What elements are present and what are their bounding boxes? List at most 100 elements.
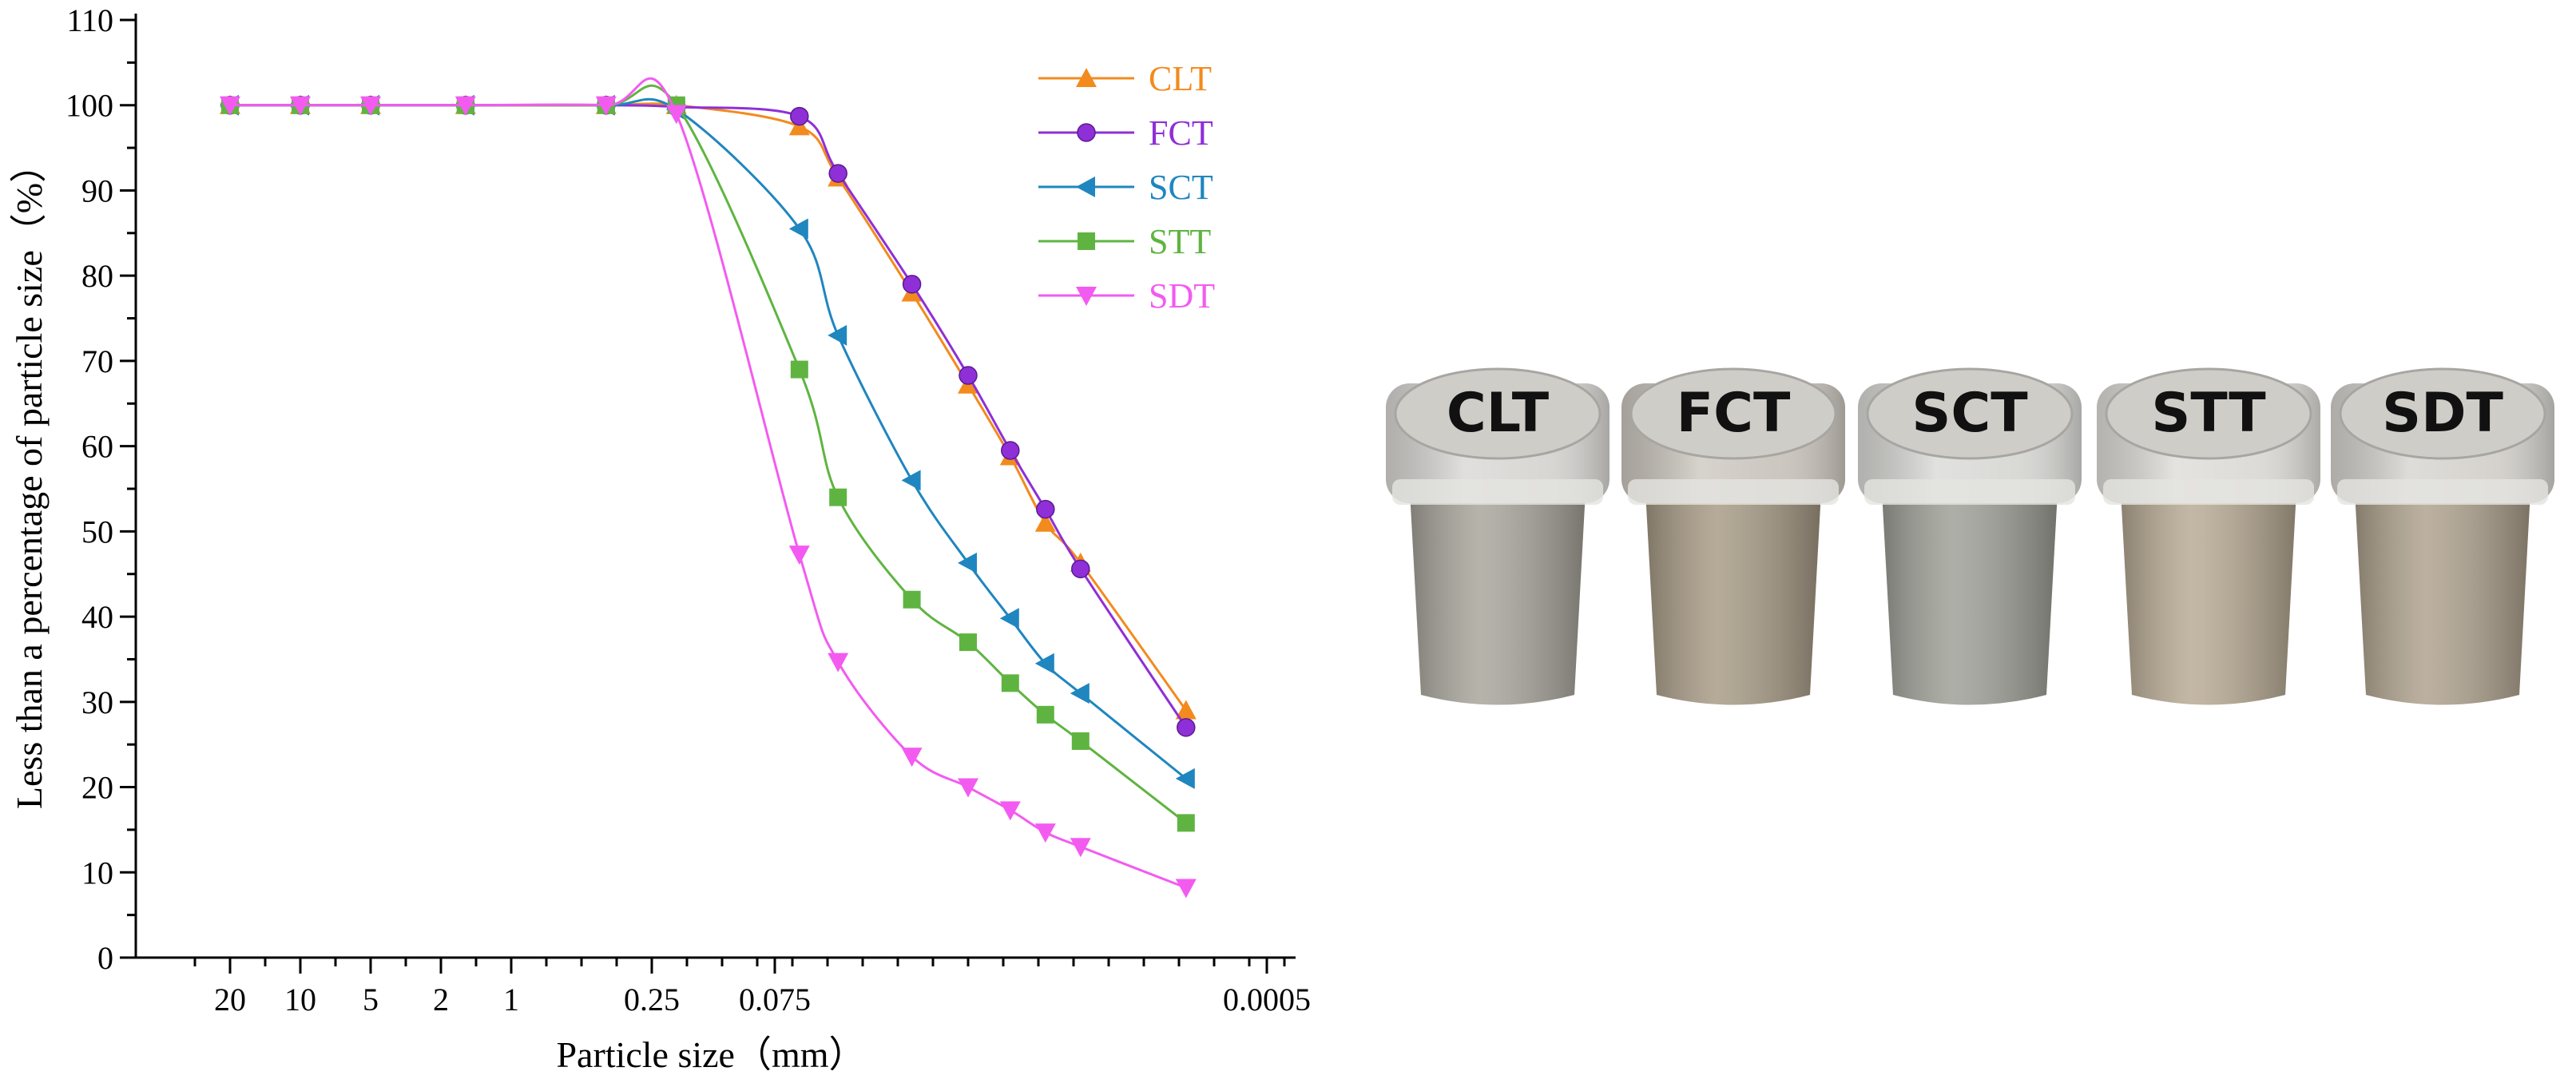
jar-label: SDT <box>2382 382 2503 445</box>
x-tick-label: 2 <box>433 982 449 1018</box>
jar-lid-top <box>1629 367 1837 460</box>
jar-cap-rim <box>1392 479 1603 505</box>
jar-lid-top <box>2105 367 2312 460</box>
data-point-stt <box>829 488 847 506</box>
jar-cap-rim <box>2103 479 2314 505</box>
legend-label: CLT <box>1149 59 1212 98</box>
y-tick-label: 100 <box>65 88 113 124</box>
data-point-sdt <box>828 653 849 672</box>
data-point-stt <box>1036 705 1054 724</box>
y-tick-label: 80 <box>81 258 113 294</box>
data-point-clt <box>1034 512 1056 532</box>
sample-jar-sdt: SDT <box>2331 367 2554 705</box>
data-point-sdt <box>788 545 810 565</box>
data-point-fct <box>790 106 809 126</box>
jar-label: STT <box>2151 382 2266 445</box>
series-fct <box>220 95 1196 737</box>
data-point-sct <box>901 470 921 491</box>
legend-marker <box>1076 177 1095 197</box>
data-point-sdt <box>901 748 923 768</box>
jar-lid-top <box>1394 367 1602 460</box>
series-sdt <box>220 77 1197 899</box>
data-point-sdt <box>1070 838 1091 858</box>
sample-jar-clt: CLT <box>1386 367 1610 705</box>
series-line-sdt <box>230 77 1187 889</box>
chart-axes: 0 10 20 30 40 50 60 70 80 90 100 110 20 10 5 2 1 0.25 0.07… <box>65 2 1311 1018</box>
particle-size-chart: 0 10 20 30 40 50 60 70 80 90 100 110 20 10 5 2 1 0.25 0.07… <box>9 2 1311 1075</box>
data-point-sdt <box>290 96 311 116</box>
data-point-stt <box>790 360 808 379</box>
data-point-fct <box>959 366 978 385</box>
jar-cap-rim <box>2337 479 2548 505</box>
x-tick-label: 1 <box>503 982 519 1018</box>
jar-lid-top <box>1866 367 2074 460</box>
data-point-stt <box>1001 674 1019 692</box>
legend-item-sdt: SDT <box>1038 276 1215 315</box>
jar-cap-rim <box>1628 479 1839 505</box>
y-tick-label: 50 <box>81 514 113 549</box>
y-axis-title: Less than a percentage of particle size（… <box>9 146 50 809</box>
data-point-sdt <box>958 778 978 798</box>
x-axis-title: Particle size（mm） <box>556 1034 865 1075</box>
data-point-stt <box>903 590 921 609</box>
y-tick-label: 40 <box>81 599 113 635</box>
y-tick-label: 0 <box>97 940 113 976</box>
data-point-clt <box>1175 700 1197 720</box>
legend-marker <box>1076 68 1097 87</box>
data-point-sdt <box>220 96 240 116</box>
data-point-sdt <box>999 801 1021 821</box>
x-tick-label: 0.0005 <box>1223 982 1311 1018</box>
sample-jar-stt: STT <box>2097 367 2320 705</box>
legend-marker <box>1078 232 1095 250</box>
legend-item-sct: SCT <box>1038 168 1213 207</box>
x-tick-label: 5 <box>363 982 379 1018</box>
data-point-sdt <box>665 105 687 125</box>
jar-body-shading <box>1410 491 1586 705</box>
y-tick-label: 60 <box>81 429 113 465</box>
data-point-sdt <box>454 96 476 116</box>
data-point-stt <box>1071 732 1090 750</box>
legend-marker <box>1077 123 1096 142</box>
data-point-sdt <box>595 96 617 116</box>
sample-jar-sct: SCT <box>1858 367 2082 705</box>
data-point-sct <box>828 324 847 346</box>
y-tick-label: 30 <box>81 684 113 720</box>
data-point-sct <box>999 608 1019 629</box>
y-tick-label: 10 <box>81 855 113 891</box>
series-clt <box>220 94 1197 720</box>
legend-item-stt: STT <box>1038 222 1211 261</box>
series-line-fct <box>230 104 1188 728</box>
legend-item-clt: CLT <box>1038 59 1212 98</box>
x-tick-label: 0.075 <box>739 982 811 1018</box>
data-point-sdt <box>1175 879 1197 899</box>
data-point-sct <box>1034 653 1054 674</box>
data-point-fct <box>1177 718 1196 737</box>
legend-label: FCT <box>1149 113 1213 153</box>
jar-body-shading <box>1882 491 2058 705</box>
jar-cap-rim <box>1864 479 2075 505</box>
data-point-fct <box>1036 499 1055 519</box>
legend-label: SCT <box>1149 168 1213 207</box>
y-tick-label: 90 <box>81 173 113 208</box>
legend-marker <box>1076 287 1097 306</box>
chart-series <box>220 77 1197 899</box>
y-tick-label: 70 <box>81 343 113 379</box>
jar-body-shading <box>2121 491 2296 705</box>
data-point-fct <box>1071 559 1090 579</box>
sample-jar-fct: FCT <box>1621 367 1845 705</box>
jar-lid-top <box>2339 367 2546 460</box>
x-tick-label: 10 <box>284 982 316 1018</box>
data-point-sct <box>1070 683 1090 704</box>
x-tick-label: 0.25 <box>624 982 680 1018</box>
y-tick-label: 20 <box>81 770 113 806</box>
series-sct <box>220 94 1195 789</box>
data-point-sct <box>1175 768 1195 789</box>
data-point-sdt <box>360 96 381 116</box>
jar-body-shading <box>1645 491 1821 705</box>
series-stt <box>221 84 1195 832</box>
jar-label: FCT <box>1677 382 1791 445</box>
data-point-fct <box>1001 441 1020 460</box>
data-point-stt <box>1177 814 1195 832</box>
chart-legend: CLT FCT SCT STT SDT <box>1038 59 1215 315</box>
data-point-clt <box>788 116 810 136</box>
